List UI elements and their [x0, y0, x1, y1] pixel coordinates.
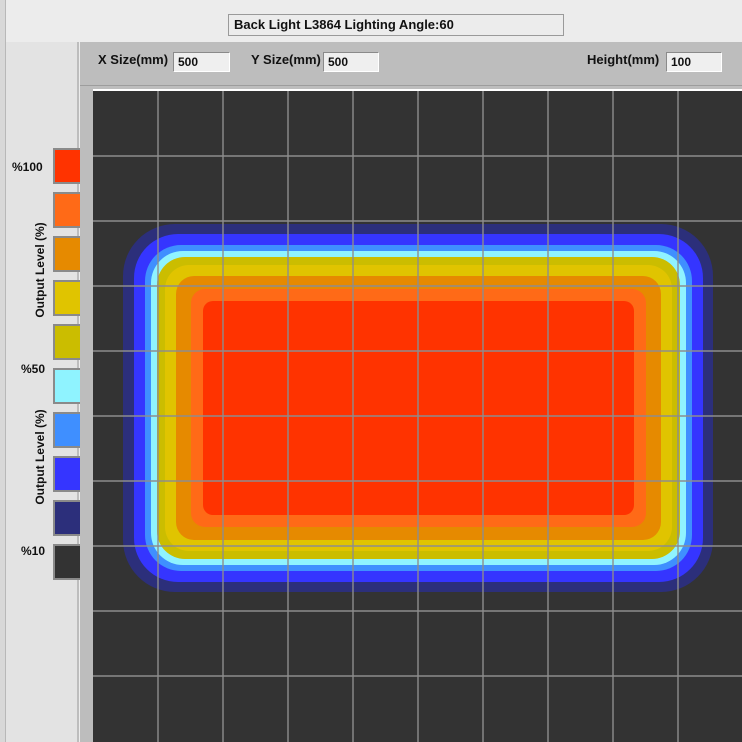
legend-swatch-60: [53, 324, 82, 360]
legend-swatch-80: [53, 236, 82, 272]
window-left-border: [0, 0, 6, 742]
legend-swatch-30: [53, 456, 82, 492]
x-size-label: X Size(mm): [98, 52, 169, 67]
legend-swatch-50: [53, 368, 82, 404]
y-size-input[interactable]: 500: [323, 52, 379, 72]
page-title: Back Light L3864 Lighting Angle:60: [228, 14, 564, 36]
legend-swatch-90: [53, 192, 82, 228]
legend-swatch-70: [53, 280, 82, 316]
output-level-label-lower: Output Level (%): [33, 409, 47, 505]
y-size-label: Y Size(mm): [251, 52, 321, 67]
legend-swatch-20: [53, 500, 82, 536]
plot-grid: [93, 91, 742, 742]
x-size-input[interactable]: 500: [173, 52, 230, 72]
legend-panel: %100 %50 %10 Output Level (%) Output Lev…: [6, 42, 82, 742]
output-level-label-upper: Output Level (%): [33, 222, 47, 318]
legend-swatch-10: [53, 544, 82, 580]
height-input[interactable]: 100: [666, 52, 722, 72]
height-label: Height(mm): [587, 52, 660, 67]
legend-swatch-40: [53, 412, 82, 448]
parameter-bar: X Size(mm) 500 Y Size(mm) 500 Height(mm)…: [80, 42, 742, 86]
light-distribution-plot: [93, 89, 742, 742]
legend-label-50: %50: [21, 362, 46, 376]
legend-label-100: %100: [12, 160, 43, 174]
legend-swatch-100: [53, 148, 82, 184]
legend-label-10: %10: [21, 544, 46, 558]
